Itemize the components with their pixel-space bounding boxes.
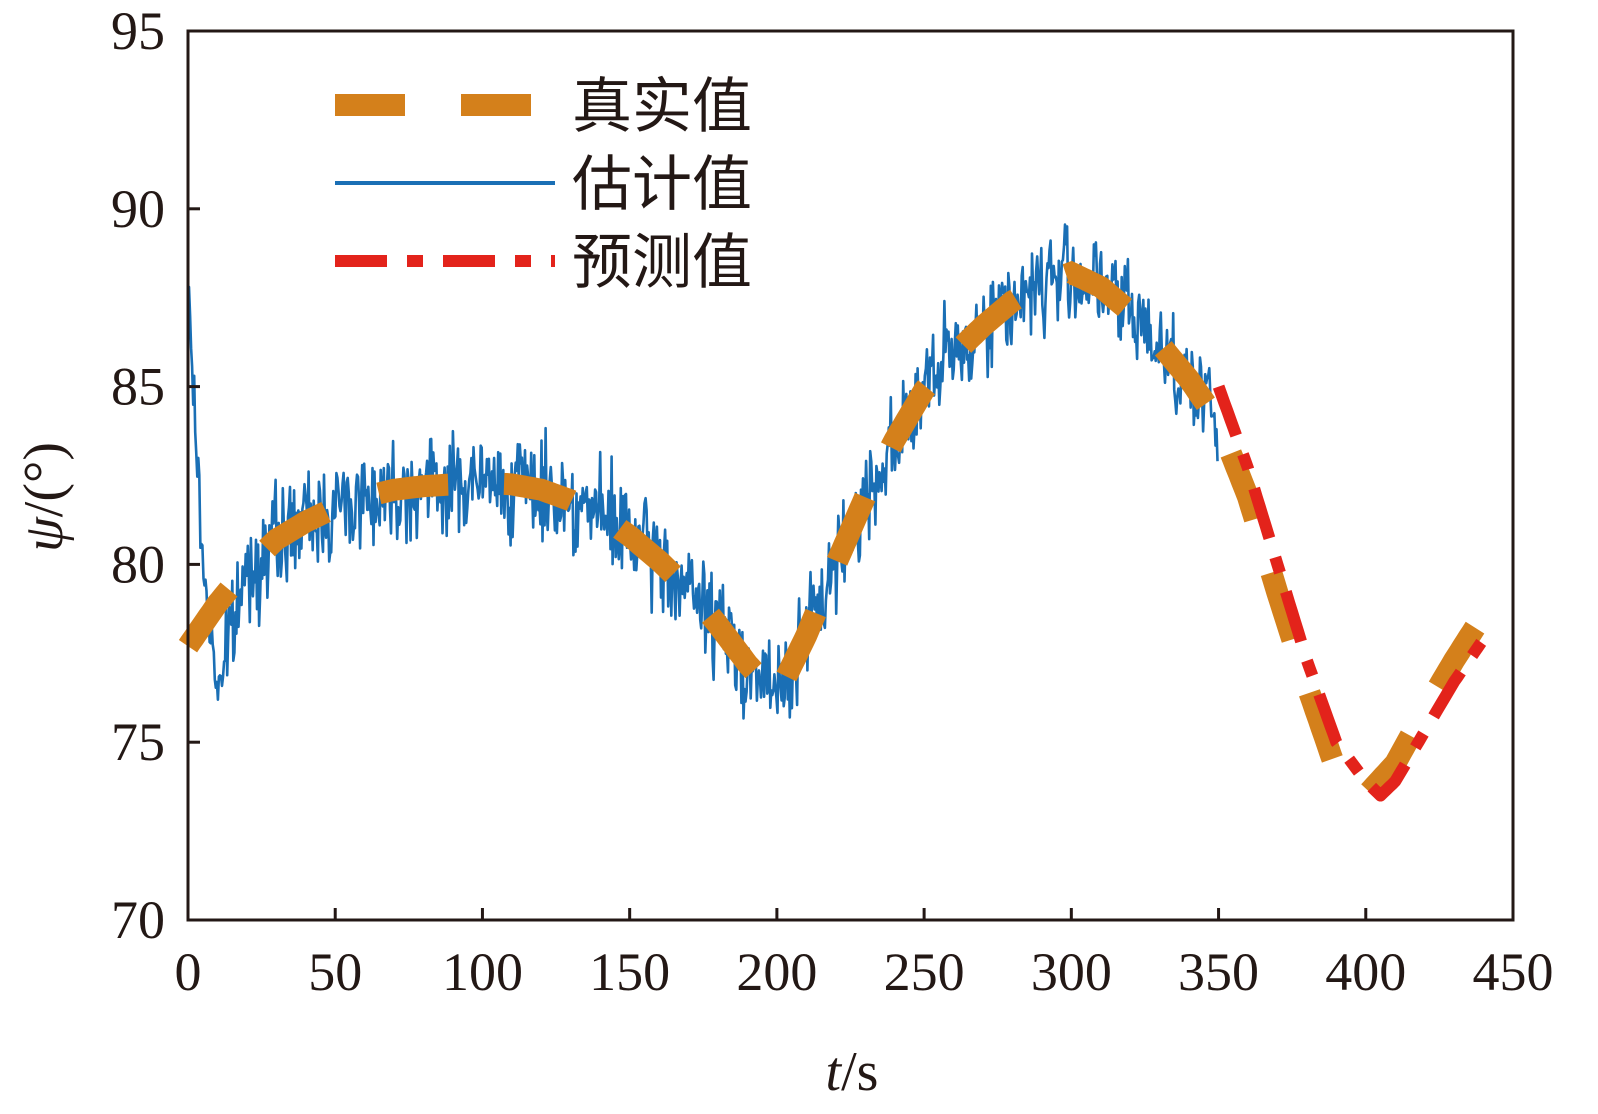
series-line-predict — [1212, 384, 1489, 802]
plot-frame — [186, 29, 1515, 922]
y-tick-label: 75 — [111, 712, 165, 772]
x-axis-title-unit: /s — [841, 1041, 878, 1103]
series-layer — [178, 223, 1493, 811]
y-tick-label: 90 — [111, 179, 165, 239]
y-tick-label: 95 — [111, 1, 165, 61]
x-tick-label: 250 — [884, 942, 965, 1002]
x-tick-label: 50 — [308, 942, 362, 1002]
y-axis-title-unit: /(°) — [13, 442, 75, 517]
x-tick-label: 200 — [736, 942, 817, 1002]
y-axis-title-italic: ψ — [13, 516, 75, 552]
x-tick-label: 450 — [1473, 942, 1554, 1002]
x-axis-title: t/s — [826, 1041, 879, 1103]
legend-label-predict: 预测值 — [572, 228, 752, 298]
series-line-estimate — [186, 223, 1219, 720]
legend: 真实值 估计值 预测值 — [335, 72, 752, 298]
legend-label-estimate: 估计值 — [572, 150, 752, 220]
y-tick-label: 85 — [111, 357, 165, 417]
x-axis-title-italic: t — [826, 1041, 843, 1103]
x-tick-label: 150 — [589, 942, 670, 1002]
y-tick-label: 80 — [111, 534, 165, 594]
x-tick-label: 300 — [1031, 942, 1112, 1002]
series-line-true — [178, 260, 1493, 811]
x-tick-label: 400 — [1325, 942, 1406, 1002]
y-tick-label: 70 — [111, 890, 165, 950]
x-tick-label: 100 — [442, 942, 523, 1002]
tick-layer: 0 50 100 150 200 250 300 350 400 450 70 75 80 85 90 95 — [111, 1, 1554, 1002]
x-tick-label: 350 — [1178, 942, 1259, 1002]
x-tick-label: 0 — [175, 942, 202, 1002]
legend-label-true: 真实值 — [572, 72, 752, 142]
y-axis-title: ψ/(°) — [13, 442, 75, 552]
